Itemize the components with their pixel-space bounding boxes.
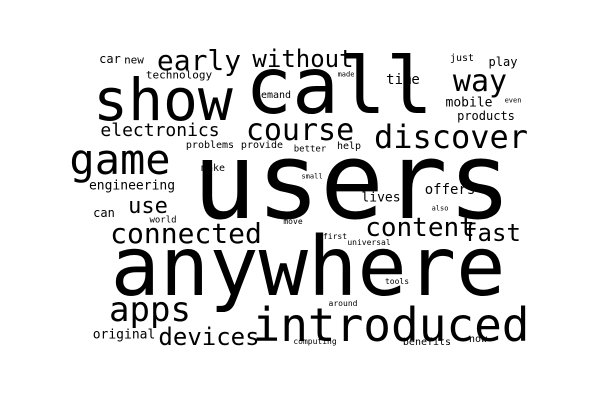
word-just: just — [449, 53, 475, 64]
word-time: time — [386, 72, 420, 88]
word-show: show — [93, 66, 233, 134]
word-introduced: introduced — [252, 298, 530, 352]
word-call: call — [245, 42, 433, 132]
word-made: made — [337, 70, 355, 79]
word-new: new — [124, 53, 144, 67]
word-universal: universal — [347, 238, 391, 247]
word-also: also — [431, 204, 449, 213]
word-anywhere: anywhere — [110, 220, 506, 315]
word-first: first — [322, 232, 348, 241]
word-benefits: benefits — [402, 337, 452, 348]
word-car: car — [99, 52, 121, 66]
word-technology: technology — [145, 68, 213, 82]
word-small: small — [301, 172, 323, 181]
word-computing: computing — [293, 337, 337, 346]
word-course: course — [245, 113, 355, 148]
word-discover: discover — [373, 118, 529, 156]
word-fast: fast — [463, 219, 521, 247]
word-demand: demand — [254, 90, 292, 101]
word-engineering: engineering — [88, 178, 176, 194]
word-move: move — [283, 217, 303, 226]
word-world: world — [149, 215, 177, 226]
word-now: now — [468, 334, 488, 345]
word-content: content — [365, 213, 475, 243]
word-users: users — [192, 120, 512, 243]
word-mobile: mobile — [445, 95, 493, 111]
word-tools: tools — [384, 277, 410, 286]
word-apps: apps — [109, 290, 191, 330]
word-use: use — [128, 194, 168, 219]
word-electronics: electronics — [100, 120, 220, 141]
word-offers: offers — [424, 182, 476, 198]
word-way: way — [452, 64, 508, 99]
word-make: make — [200, 163, 226, 174]
word-original: original — [92, 327, 156, 343]
word-help: help — [336, 141, 362, 152]
word-better: better — [293, 144, 327, 155]
word-provide: provide — [240, 140, 284, 151]
word-can: can — [93, 206, 115, 220]
word-products: products — [457, 109, 515, 123]
word-play: play — [488, 55, 518, 69]
word-without: without — [252, 45, 354, 73]
word-devices: devices — [158, 323, 260, 351]
word-game: game — [69, 135, 171, 184]
word-problems: problems — [185, 140, 235, 151]
word-around: around — [328, 299, 358, 308]
word-connected: connected — [110, 217, 262, 250]
word-even: even — [504, 96, 522, 105]
word-early: early — [156, 44, 242, 77]
word-lives: lives — [361, 190, 401, 206]
